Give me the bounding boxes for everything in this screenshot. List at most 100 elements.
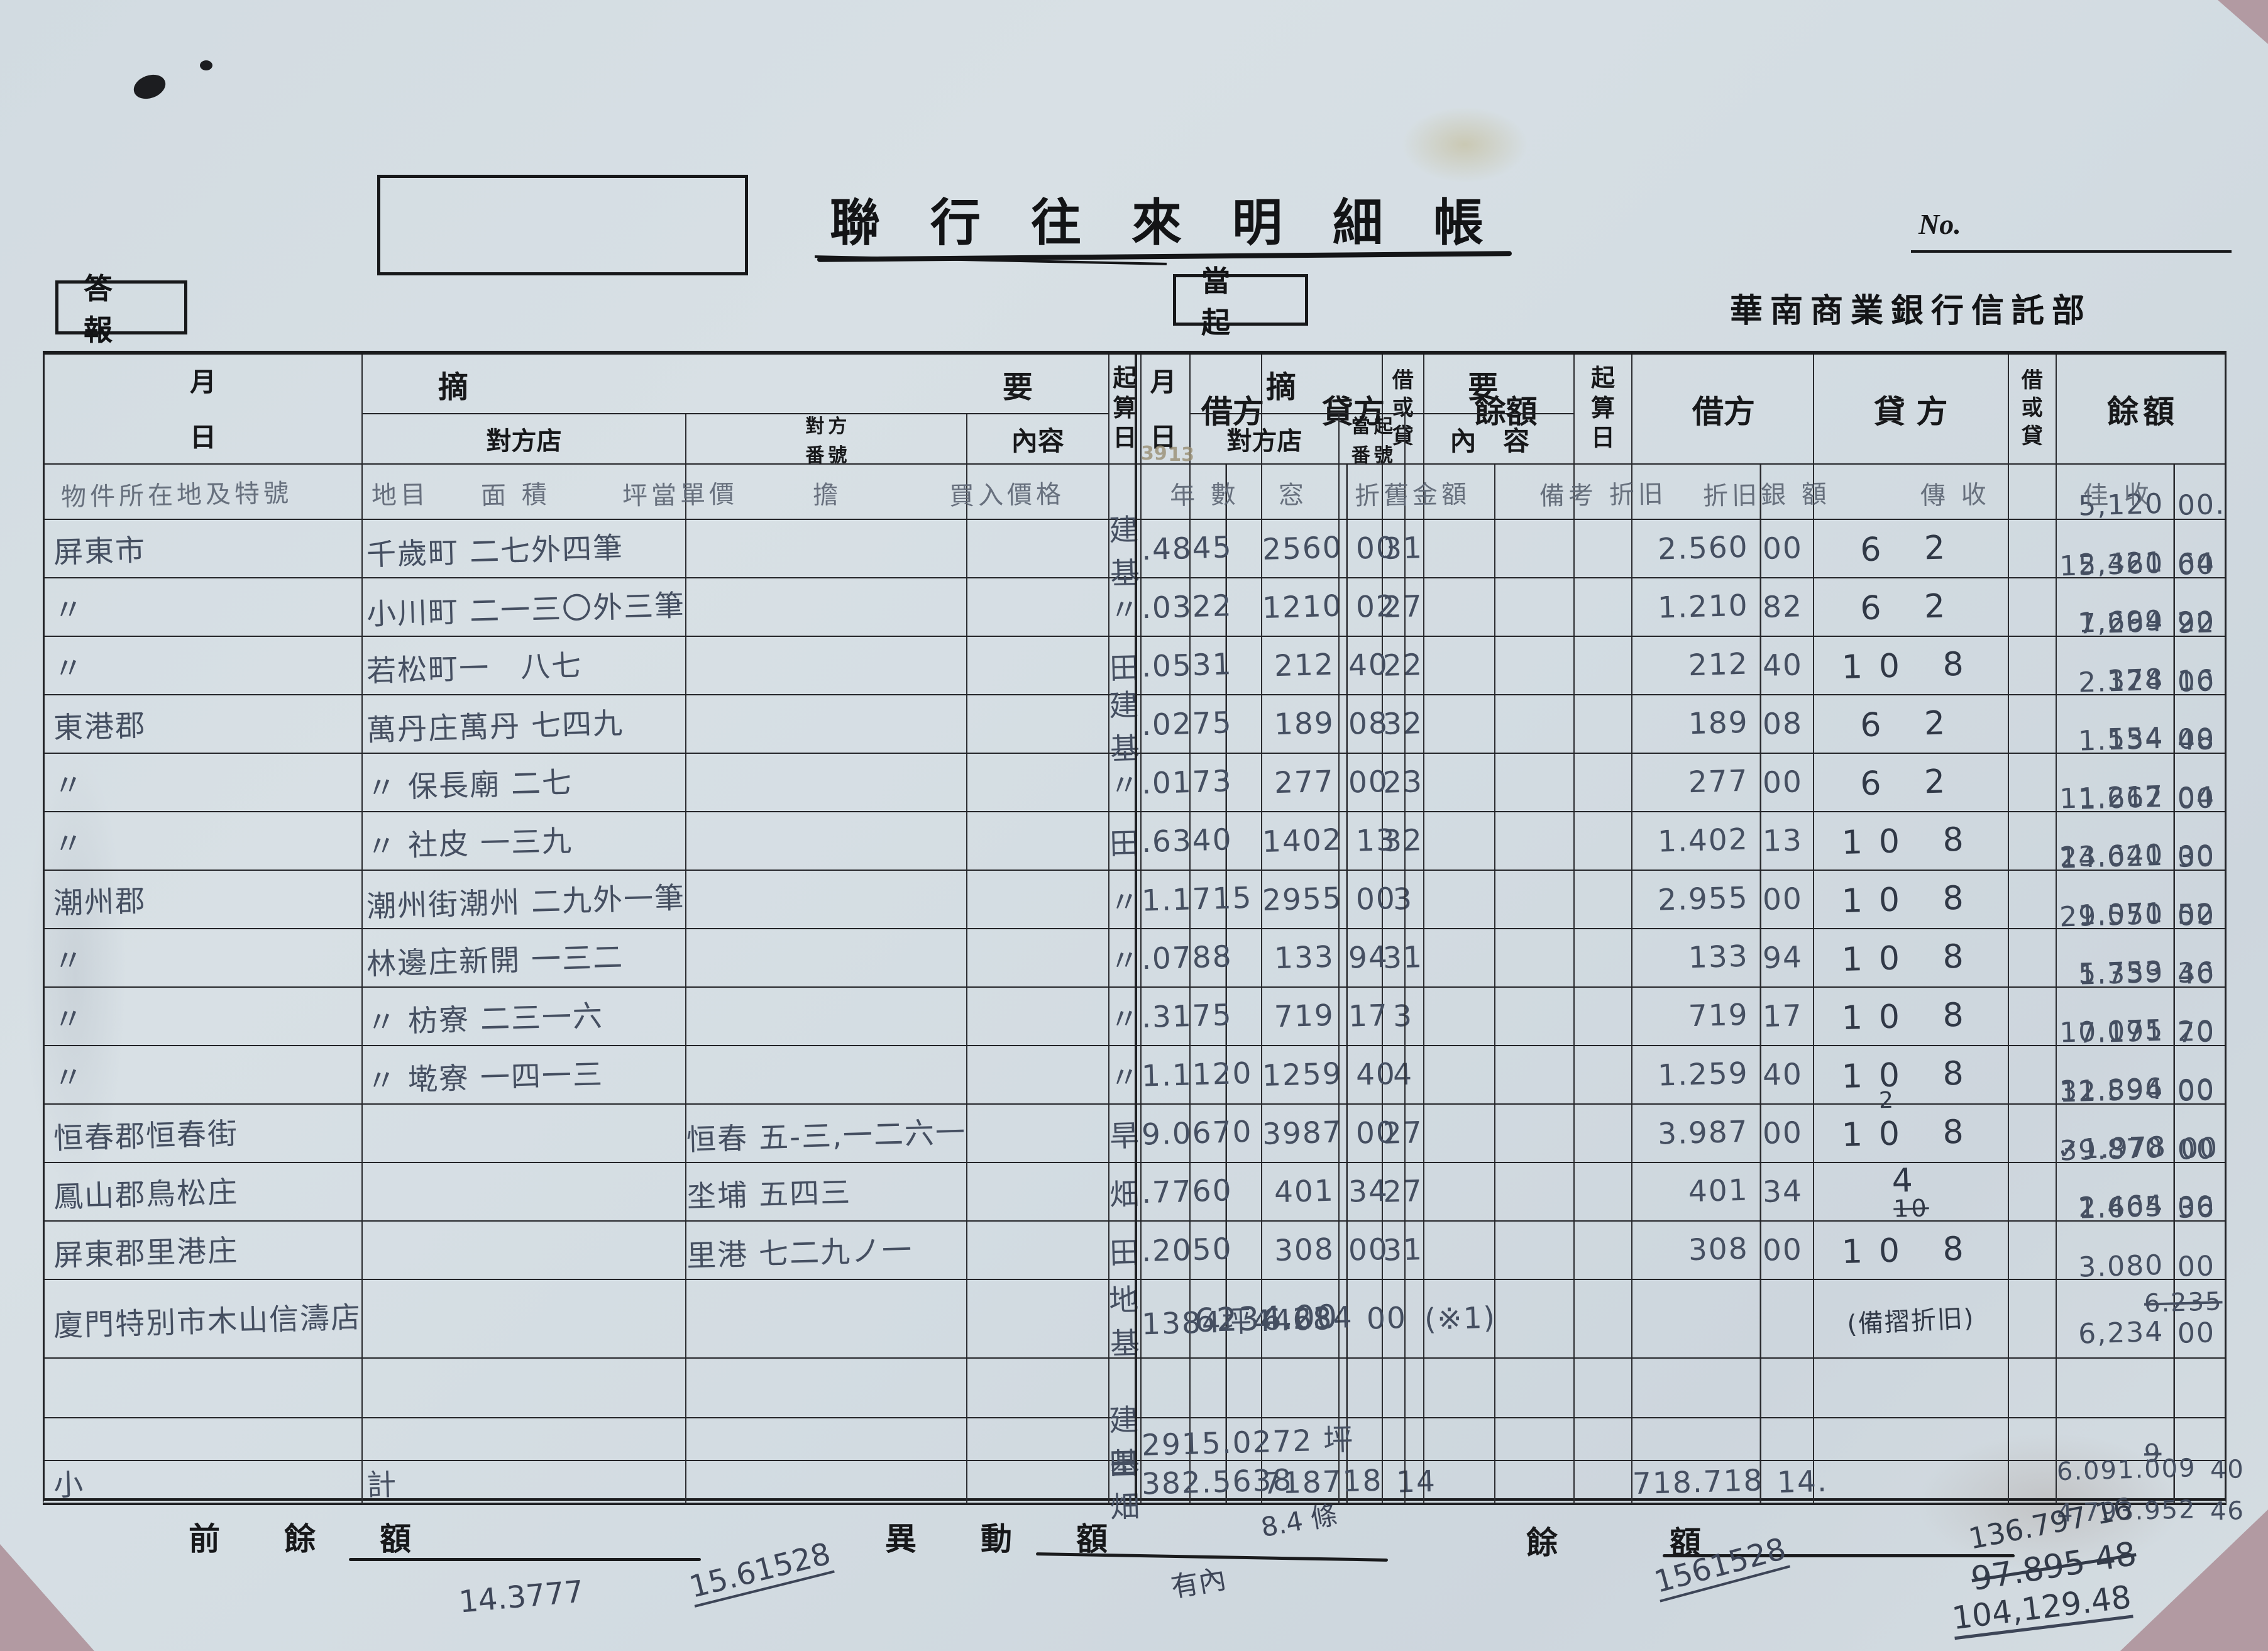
cell-area-debit: 9.0670 [1141, 1105, 1262, 1163]
cell-balance [1424, 520, 1525, 578]
cell-land-type: 畑 [1109, 1163, 1142, 1222]
cell-counter-branch [1191, 520, 1340, 578]
cell-month-day [1137, 1280, 1191, 1359]
cell-debit-amount: 1.210 82 [1632, 578, 1815, 637]
cell-area-debit: .0173 [1141, 754, 1262, 812]
cell-accrual-date [1575, 637, 1632, 695]
cell-month-day [45, 465, 363, 520]
cell-accrual-date [1575, 1222, 1632, 1280]
cell-debit-amount: 401 34 [1632, 1163, 1815, 1222]
cell-price-credit: 3987 00 [1262, 1105, 1397, 1163]
cell-counter-branch [363, 1163, 686, 1222]
cell-balance [1424, 1046, 1525, 1105]
cell-area-debit: .7760 [1141, 1163, 1262, 1222]
cell-balance-stack: 31.896 00 39.870 00 [2057, 1072, 2225, 1167]
cell-debit-or-credit [2008, 812, 2057, 871]
cell-debit-amount: 212 40 [1632, 637, 1815, 695]
cell-counter-branch [363, 1359, 686, 1418]
ledger-right-page: 月日 39 13 摘要 對方店 當起番號 內容 起算日 借方 貸方 借或貸 餘額 … [1135, 355, 2245, 1528]
cell-debit-amount: 308 00 [1632, 1222, 1815, 1280]
cell-area-debit [1141, 1359, 1262, 1418]
cell-balance-stack: 23.640 00 29.550 00 [2057, 838, 2225, 933]
cell-debit-or-credit [2008, 1461, 2057, 1505]
cell-counter-number [686, 1280, 967, 1359]
header-counter-number: 對方番號 [686, 414, 967, 466]
cell-content [1406, 812, 1575, 871]
cell-month-day [45, 1359, 363, 1418]
cell-counter-branch: 計 [363, 1461, 686, 1505]
cell-content [1406, 1461, 1575, 1505]
cell-credit-multiplier: 6 2 [1814, 578, 2009, 637]
cell-start-number [1340, 988, 1406, 1046]
cell-counter-number [686, 812, 967, 871]
cell-content [1406, 929, 1575, 988]
reply-report-stamp-label: 答 報 [84, 273, 138, 346]
cell-debit-amount: 719 17 [1632, 988, 1815, 1046]
cell-debit-amount: 189 08 [1632, 695, 1815, 754]
header-month-day: 月日 39 13 [1137, 355, 1194, 466]
cell-land-type: 〃 [1109, 1046, 1142, 1105]
cell-month-day: 〃 [45, 754, 363, 812]
cell-content [967, 1105, 1109, 1163]
cell-month-day: 恒春郡恒春街 [45, 1105, 363, 1163]
cell-price-credit: 1259 40 [1262, 1046, 1397, 1105]
cell-counter-branch [1191, 578, 1340, 637]
cell-price-credit: 2955 00 [1262, 871, 1397, 929]
cell-balance [1424, 1105, 1525, 1163]
cell-counter-number [686, 520, 967, 578]
cell-start-number [1340, 695, 1406, 754]
cell-counter-branch: 小川町 二一三〇外三筆 [363, 578, 686, 637]
cell-content [1406, 1222, 1575, 1280]
cell-credit-multiplier [1814, 1418, 2009, 1461]
cell-content [1406, 465, 1575, 520]
cell-credit-multiplier: 10 8 [1814, 1046, 2009, 1105]
cell-price-credit: 277 00 [1262, 754, 1389, 812]
cell-land-type: 地基 [1108, 1280, 1142, 1361]
cell-counter-branch: 〃 社皮 一三九 [363, 812, 686, 871]
cell-credit-multiplier: 10 8 [1814, 988, 2009, 1046]
cell-credit-multiplier: 4 10 [1814, 1161, 2009, 1222]
cell-counter-branch [1191, 1046, 1340, 1105]
cell-month-day: 屏東市 [45, 520, 363, 578]
cell-content [967, 929, 1109, 988]
cell-counter-number [686, 1461, 967, 1505]
cell-month-day [1137, 1105, 1191, 1163]
cell-price-credit: 212 40 [1262, 637, 1389, 695]
cell-start-number [1340, 1461, 1406, 1505]
cell-start-number [1340, 637, 1406, 695]
cell-month-day: 鳳山郡鳥松庄 [45, 1163, 363, 1222]
cell-month-day [1137, 988, 1191, 1046]
cell-accrual-date [1575, 520, 1632, 578]
cell-accrual-date [1575, 1461, 1632, 1505]
balance-line [1663, 1554, 2015, 1557]
header-debit-or-credit: 借或貸 [2008, 355, 2057, 465]
cell-counter-number [686, 871, 967, 929]
cell-price-credit: 401 34 [1262, 1163, 1389, 1222]
header-content: 內容 [1406, 414, 1575, 465]
cell-land-type: 田 [1109, 637, 1142, 695]
cell-area-debit: 2915.0272 坪 [1141, 1418, 1355, 1462]
cell-debit-amount [1632, 1418, 1815, 1461]
cell-accrual-date [1575, 812, 1632, 871]
ledger-left-page: 月日 摘要 對方店 對方番號 內容 起算日 借方 貸方 借或貸 餘額 屏東市 千… [45, 355, 1538, 1525]
cell-month-day [1137, 1046, 1191, 1105]
cell-counter-branch: 萬丹庄萬丹 七四九 [363, 695, 686, 754]
cell-counter-branch: 潮州街潮州 二九外一筆 [363, 871, 686, 929]
cell-debit-amount: 718.718 14. [1632, 1461, 1829, 1505]
cell-counter-branch [363, 1418, 686, 1461]
ink-blot-small [200, 60, 212, 70]
cell-land-type: 田畑 [1108, 1445, 1142, 1525]
cell-counter-number [686, 1046, 967, 1105]
cell-land-type: 田 [1109, 1222, 1142, 1280]
cell-debit-amount: 2.955 00 [1632, 871, 1815, 929]
cell-counter-branch [363, 1222, 686, 1280]
cell-debit-amount [1632, 1280, 1815, 1359]
cell-credit-multiplier: 10 8 [1814, 871, 2009, 929]
cell-balance-stack [2057, 465, 2225, 520]
cell-start-number [1340, 1418, 1406, 1461]
cell-balance-stack [2057, 1359, 2225, 1418]
cell-accrual-date [1575, 578, 1632, 637]
cell-counter-number: 坔埔 五四三 [686, 1163, 967, 1222]
cell-content [1406, 1046, 1575, 1105]
cell-content [967, 520, 1109, 578]
